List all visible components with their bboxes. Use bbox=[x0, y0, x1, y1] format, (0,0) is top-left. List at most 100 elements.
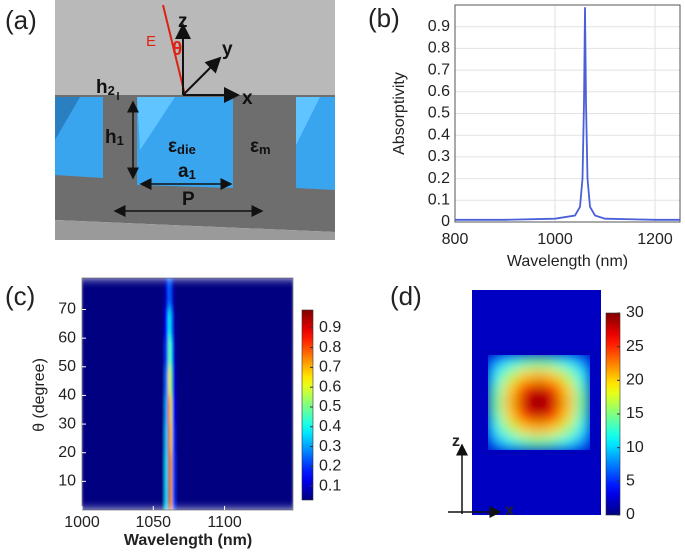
field-cell bbox=[488, 422, 503, 437]
heatmap-cell bbox=[175, 337, 293, 368]
heatmap-cell bbox=[175, 278, 293, 310]
x-axis-title: Wavelength (nm) bbox=[124, 532, 252, 549]
hole-right-shade bbox=[296, 97, 320, 145]
y-tick-label: 0.8 bbox=[428, 40, 450, 57]
field-cell bbox=[531, 368, 547, 383]
colorbar bbox=[301, 309, 314, 501]
colorbar-tick-label: 10 bbox=[626, 439, 644, 456]
field-cell bbox=[516, 395, 533, 410]
y-tick-label: 10 bbox=[58, 473, 76, 490]
heatmap-cell bbox=[167, 278, 171, 310]
heatmap-cell bbox=[82, 278, 165, 310]
y-tick-label: 0.7 bbox=[428, 61, 450, 78]
field-cell bbox=[502, 395, 518, 410]
x-tick-label: 1050 bbox=[135, 514, 171, 531]
y-tick-label: 0 bbox=[441, 213, 450, 230]
field-blur bbox=[488, 355, 590, 450]
colorbar-tick-label: 0 bbox=[626, 506, 635, 523]
heatmap-cell bbox=[82, 366, 165, 396]
x-tick-label: 1100 bbox=[207, 514, 242, 531]
axis-label: z bbox=[178, 11, 188, 32]
angle-label: θ bbox=[172, 39, 182, 60]
field-cell bbox=[575, 381, 590, 397]
field-cell bbox=[516, 355, 533, 369]
field-cells bbox=[488, 355, 590, 450]
heatmap-cell bbox=[170, 309, 173, 339]
field-cell bbox=[560, 408, 576, 424]
colorbar-tick-label: 0.6 bbox=[319, 378, 341, 395]
heatmap-cell bbox=[170, 452, 173, 482]
heatmap-cell bbox=[164, 278, 169, 310]
field-cell bbox=[502, 422, 518, 437]
dim-label: P bbox=[182, 189, 195, 210]
y-axis-title: Absorptivity bbox=[391, 72, 408, 155]
colorbar-tick-label: 30 bbox=[626, 304, 644, 321]
field-cell bbox=[560, 395, 576, 410]
heatmap-cell bbox=[172, 452, 177, 482]
heatmap-cell bbox=[82, 452, 165, 482]
plot-frame bbox=[81, 277, 294, 511]
colorbar-tick-label: 25 bbox=[626, 338, 644, 355]
field-cell bbox=[488, 368, 503, 383]
y-tick-label: 0.1 bbox=[428, 192, 450, 209]
heatmap-cell bbox=[164, 452, 169, 482]
label-sub: 2 bbox=[108, 83, 115, 98]
heatmap-blur bbox=[82, 278, 293, 510]
structure-diagram: (a) z y x E θ h2 h1 εdie εm a1 P bbox=[5, 0, 335, 240]
y-tick-label: 30 bbox=[58, 415, 76, 432]
heatmap-cell bbox=[82, 481, 165, 510]
heatmap-cell bbox=[170, 423, 173, 454]
axis-label: z bbox=[452, 433, 460, 450]
field-cell bbox=[502, 436, 518, 450]
colorbar-tick-label: 0.2 bbox=[319, 458, 341, 475]
label-sub: die bbox=[177, 142, 196, 157]
heatmap-cell bbox=[175, 395, 293, 425]
field-cell bbox=[531, 408, 547, 424]
field-cell bbox=[531, 436, 547, 450]
field-cell bbox=[560, 355, 576, 369]
label-sub: m bbox=[259, 142, 271, 157]
y-tick-label: 0.3 bbox=[428, 148, 450, 165]
heatmap-cell bbox=[167, 423, 171, 454]
field-cell bbox=[575, 422, 590, 437]
heatmap-cell bbox=[170, 366, 173, 396]
heatmap-cell bbox=[172, 309, 177, 339]
colorbar-tick-label: 20 bbox=[626, 372, 644, 389]
field-cell bbox=[488, 381, 503, 397]
material-label: εm bbox=[250, 136, 271, 157]
heatmap-cell bbox=[170, 278, 173, 310]
heatmap-cell bbox=[167, 309, 171, 339]
heatmap-cell bbox=[164, 395, 169, 425]
axis-label: y bbox=[222, 39, 233, 60]
absorptivity-line bbox=[455, 7, 680, 221]
heatmap-cell bbox=[164, 309, 169, 339]
heatmap-cell bbox=[172, 481, 177, 510]
heatmap-cell bbox=[170, 395, 173, 425]
y-tick-label: 60 bbox=[58, 329, 76, 346]
heatmap-cell bbox=[172, 337, 177, 368]
heatmap-cell bbox=[82, 395, 165, 425]
heatmap-cell bbox=[167, 452, 171, 482]
heatmap-cell bbox=[172, 278, 177, 310]
field-cell bbox=[488, 408, 503, 424]
panel-label: (d) bbox=[390, 281, 422, 311]
y-tick-label: 0.9 bbox=[428, 18, 450, 35]
colorbar-tick-label: 0.1 bbox=[319, 477, 341, 494]
field-cell bbox=[545, 395, 562, 410]
field-cell bbox=[545, 408, 562, 424]
hole-center bbox=[137, 97, 233, 188]
y-tick-label: 0.2 bbox=[428, 170, 450, 187]
heatmap-cell bbox=[175, 423, 293, 454]
heatmap-cell bbox=[175, 481, 293, 510]
colorbar-tick-label: 0.5 bbox=[319, 398, 341, 415]
colorbar-tick-label: 0.4 bbox=[319, 418, 341, 435]
field-cell bbox=[502, 355, 518, 369]
heatmap-cell bbox=[170, 481, 173, 510]
label-sub: 1 bbox=[189, 167, 196, 182]
floor bbox=[55, 220, 335, 240]
label-base: ε bbox=[168, 136, 177, 157]
field-cell bbox=[531, 355, 547, 369]
y-tick-label: 20 bbox=[58, 444, 76, 461]
field-label: E bbox=[146, 33, 156, 50]
heatmap-cell bbox=[164, 481, 169, 510]
